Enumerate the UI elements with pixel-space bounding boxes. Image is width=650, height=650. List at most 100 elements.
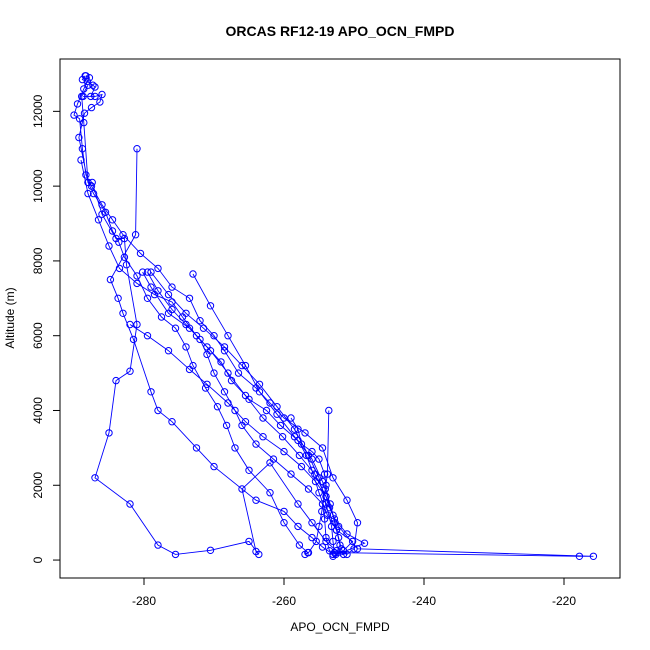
x-tick-label: -220 bbox=[552, 594, 576, 608]
data-point bbox=[119, 231, 127, 239]
data-point bbox=[126, 367, 134, 375]
data-point bbox=[185, 294, 194, 302]
data-point bbox=[315, 522, 323, 531]
series-line bbox=[73, 75, 358, 555]
data-point bbox=[322, 492, 330, 501]
data-point bbox=[269, 455, 278, 463]
data-series bbox=[77, 145, 357, 559]
x-axis-label: APO_OCN_FMPD bbox=[290, 620, 390, 634]
data-point bbox=[252, 547, 260, 556]
data-point bbox=[96, 98, 104, 106]
data-point bbox=[88, 178, 96, 187]
data-point bbox=[154, 406, 162, 415]
data-point bbox=[325, 406, 333, 415]
data-point bbox=[126, 320, 134, 329]
data-point bbox=[84, 178, 92, 187]
data-point bbox=[297, 440, 306, 448]
data-point bbox=[280, 519, 288, 527]
x-axis: -280 -260 -240 -220 bbox=[132, 577, 576, 608]
data-point bbox=[126, 500, 134, 508]
data-point bbox=[115, 264, 124, 273]
data-point bbox=[143, 268, 152, 276]
data-point bbox=[273, 403, 281, 411]
data-point bbox=[189, 361, 197, 370]
data-point bbox=[343, 530, 351, 538]
data-point bbox=[259, 414, 267, 422]
data-point bbox=[70, 111, 78, 119]
data-point bbox=[329, 537, 337, 546]
chart-title: ORCAS RF12-19 APO_OCN_FMPD bbox=[226, 23, 455, 39]
data-point bbox=[308, 447, 316, 456]
data-point bbox=[245, 466, 253, 474]
data-point bbox=[308, 533, 316, 542]
data-point bbox=[213, 403, 222, 411]
data-point bbox=[329, 511, 337, 519]
data-point bbox=[276, 421, 285, 430]
data-point bbox=[106, 275, 115, 284]
data-point bbox=[168, 418, 176, 426]
data-point bbox=[353, 545, 362, 553]
data-point bbox=[210, 462, 218, 471]
data-point bbox=[82, 72, 90, 80]
data-point bbox=[353, 519, 362, 527]
data-point bbox=[295, 451, 304, 460]
data-point bbox=[206, 302, 215, 310]
series-line bbox=[150, 271, 594, 557]
data-point bbox=[84, 189, 92, 198]
data-point bbox=[164, 290, 173, 299]
data-point bbox=[245, 537, 253, 546]
data-point bbox=[343, 496, 351, 504]
data-point bbox=[290, 425, 299, 433]
data-point bbox=[589, 552, 598, 560]
data-point bbox=[217, 358, 225, 366]
data-point bbox=[108, 216, 117, 224]
data-point bbox=[84, 81, 92, 89]
x-tick-label: -240 bbox=[412, 594, 436, 608]
data-point bbox=[98, 90, 106, 99]
data-point bbox=[252, 496, 260, 504]
data-point bbox=[143, 294, 152, 302]
data-point bbox=[87, 103, 96, 112]
data-point bbox=[331, 519, 339, 527]
data-point bbox=[280, 447, 288, 456]
data-point bbox=[87, 92, 95, 101]
data-point bbox=[147, 268, 155, 276]
data-point bbox=[192, 444, 201, 452]
x-tick-label: -260 bbox=[272, 594, 296, 608]
y-tick-label: 12000 bbox=[31, 94, 45, 128]
data-point bbox=[224, 332, 232, 340]
data-point bbox=[280, 414, 288, 422]
data-point bbox=[266, 399, 274, 407]
data-point bbox=[241, 391, 250, 400]
data-point bbox=[224, 369, 232, 377]
data-point bbox=[224, 399, 232, 407]
data-point bbox=[339, 550, 348, 559]
data-point bbox=[297, 462, 306, 471]
data-point bbox=[82, 171, 90, 179]
data-point bbox=[273, 410, 281, 418]
data-point bbox=[266, 489, 274, 497]
data-point bbox=[280, 507, 288, 516]
data-point bbox=[168, 283, 176, 291]
data-point bbox=[154, 264, 162, 273]
data-point bbox=[201, 384, 210, 392]
data-point bbox=[311, 470, 319, 478]
data-point bbox=[315, 455, 323, 463]
data-point bbox=[206, 347, 215, 355]
data-point bbox=[105, 429, 113, 437]
data-point bbox=[199, 324, 208, 332]
data-point bbox=[262, 406, 271, 415]
data-point bbox=[129, 335, 138, 344]
data-point bbox=[138, 268, 147, 276]
data-point bbox=[114, 294, 122, 302]
data-point bbox=[287, 414, 295, 422]
data-point bbox=[147, 283, 155, 291]
data-point bbox=[112, 376, 120, 385]
data-point bbox=[326, 500, 334, 508]
data-point bbox=[318, 477, 327, 486]
data-point bbox=[73, 100, 82, 108]
data-point bbox=[143, 332, 152, 340]
data-point bbox=[133, 145, 141, 153]
data-point bbox=[189, 270, 197, 278]
